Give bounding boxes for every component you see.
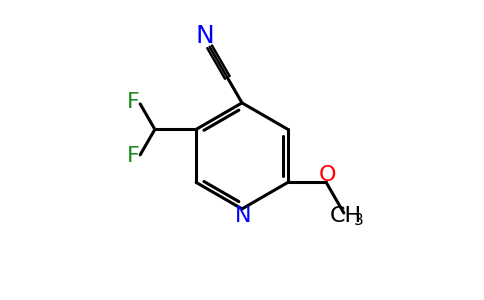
Text: 3: 3 <box>354 213 364 228</box>
Text: CH: CH <box>330 206 362 226</box>
Text: F: F <box>126 146 139 167</box>
Text: N: N <box>196 24 214 48</box>
Text: F: F <box>126 92 139 112</box>
Text: O: O <box>319 165 336 185</box>
Text: N: N <box>235 206 252 226</box>
